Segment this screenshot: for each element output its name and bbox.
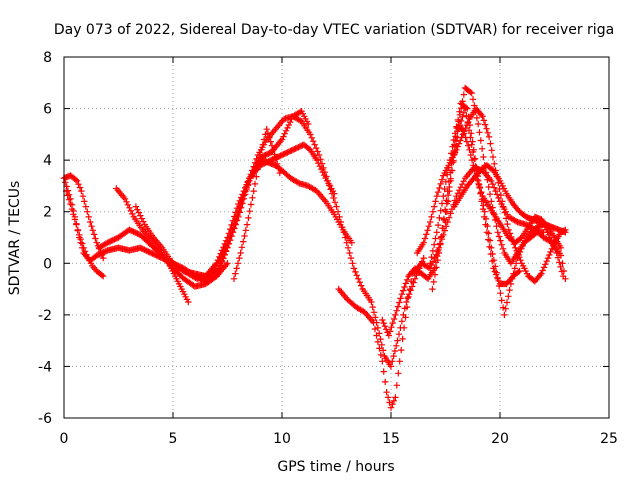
series-track-3 [63,187,107,280]
x-tick-label: 5 [169,431,178,447]
x-tick-label: 20 [491,431,509,447]
series-track-15 [442,84,547,267]
series-track-9 [230,126,283,282]
plot-frame [63,56,610,419]
y-tick-label: 2 [43,205,52,221]
data-marks [60,84,569,411]
y-axis-label: SDTVAR / TECUs [7,181,23,296]
series-track-10 [335,164,569,411]
y-tick-label: -6 [38,411,52,427]
series-track-8 [202,156,355,282]
plus-marker-track-8 [202,156,355,282]
y-tick-label: -4 [38,359,52,375]
plus-marker-track-9 [230,126,283,282]
chart-title: Day 073 of 2022, Sidereal Day-to-day VTE… [54,22,614,38]
plus-marker-track-5 [113,185,192,306]
y-tick-label: 6 [43,102,52,118]
x-tick-label: 25 [600,431,618,447]
y-tick-label: 0 [43,256,52,272]
y-tick-label: 8 [43,50,52,66]
y-tick-label: 4 [43,153,52,169]
plus-marker-track-6 [132,113,427,370]
x-tick-label: 10 [273,431,291,447]
series-track-16 [451,162,569,236]
x-tick-label: 0 [60,431,69,447]
x-axis-label: GPS time / hours [277,459,394,475]
series-track-6 [132,113,427,370]
y-tick-label: -2 [38,308,52,324]
plus-marker-track-10 [335,164,569,411]
x-tick-label: 15 [382,431,400,447]
plus-marker-track-16 [451,162,569,236]
plus-marker-track-3 [63,187,107,280]
plus-marker-track-15 [442,84,547,267]
series-track-5 [113,185,192,306]
